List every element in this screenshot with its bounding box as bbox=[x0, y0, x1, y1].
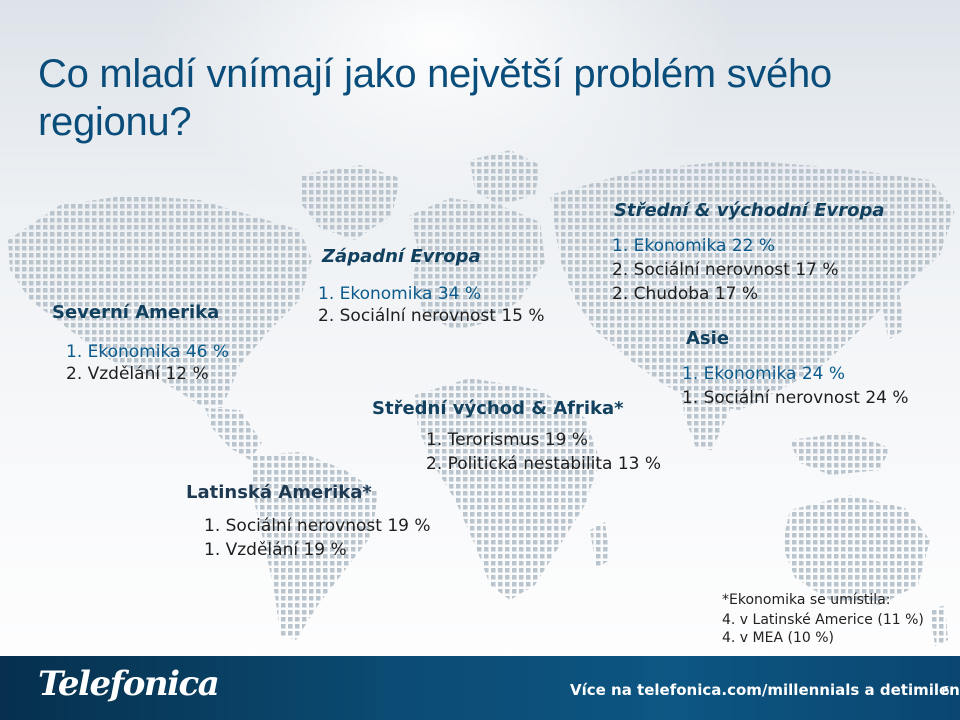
region-item: 1. Sociální nerovnost 19 % bbox=[204, 516, 431, 536]
region-item: 2. Sociální nerovnost 15 % bbox=[318, 306, 545, 326]
region-name: Západní Evropa bbox=[322, 246, 481, 267]
region-item: 2. Politická nestabilita 13 % bbox=[426, 454, 662, 474]
region-item: 1. Terorismus 19 % bbox=[426, 430, 588, 450]
region-item: 1. Ekonomika 24 % bbox=[682, 364, 846, 384]
page-number: 6 bbox=[942, 684, 950, 698]
region-name: Střední & východní Evropa bbox=[614, 200, 885, 221]
telefonica-logo: Telefonica bbox=[38, 664, 220, 704]
region-item: 2. Sociální nerovnost 17 % bbox=[612, 260, 839, 280]
region-name: Střední východ & Afrika* bbox=[372, 398, 624, 419]
footnote-line: 4. v MEA (10 %) bbox=[722, 630, 834, 646]
region-item: 1. Ekonomika 22 % bbox=[612, 236, 776, 256]
footer-link[interactable]: Více na telefonica.com/millennials a det… bbox=[570, 681, 960, 699]
footnote-line: *Ekonomika se umístila: bbox=[722, 592, 891, 608]
region-name: Latinská Amerika* bbox=[186, 482, 372, 503]
region-item: 2. Vzdělání 12 % bbox=[66, 364, 209, 384]
footnote-line: 4. v Latinské Americe (11 %) bbox=[722, 612, 924, 628]
region-item: 2. Chudoba 17 % bbox=[612, 284, 759, 304]
footer-band bbox=[0, 656, 960, 720]
region-item: 1. Ekonomika 46 % bbox=[66, 342, 230, 362]
region-item: 1. Sociální nerovnost 24 % bbox=[682, 388, 909, 408]
region-item: 1. Vzdělání 19 % bbox=[204, 540, 347, 560]
slide-title: Co mladí vnímají jako největší problém s… bbox=[38, 52, 832, 144]
region-name: Asie bbox=[686, 328, 730, 349]
region-item: 1. Ekonomika 34 % bbox=[318, 284, 482, 304]
region-name: Severní Amerika bbox=[52, 302, 220, 323]
